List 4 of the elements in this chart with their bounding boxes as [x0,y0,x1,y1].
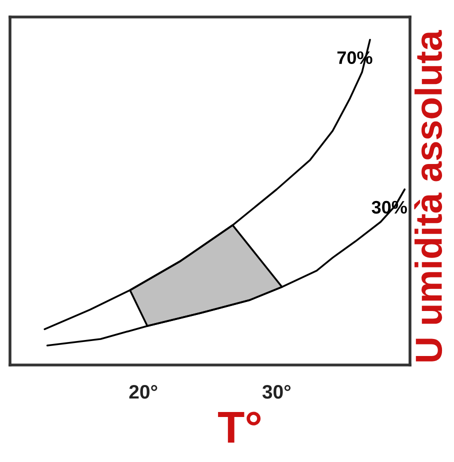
y-axis-title: U umidità assoluta [414,30,442,362]
x-tick-label: 30° [262,384,291,399]
x-tick-label: 20° [129,384,158,399]
x-axis-title: T° [218,412,261,443]
